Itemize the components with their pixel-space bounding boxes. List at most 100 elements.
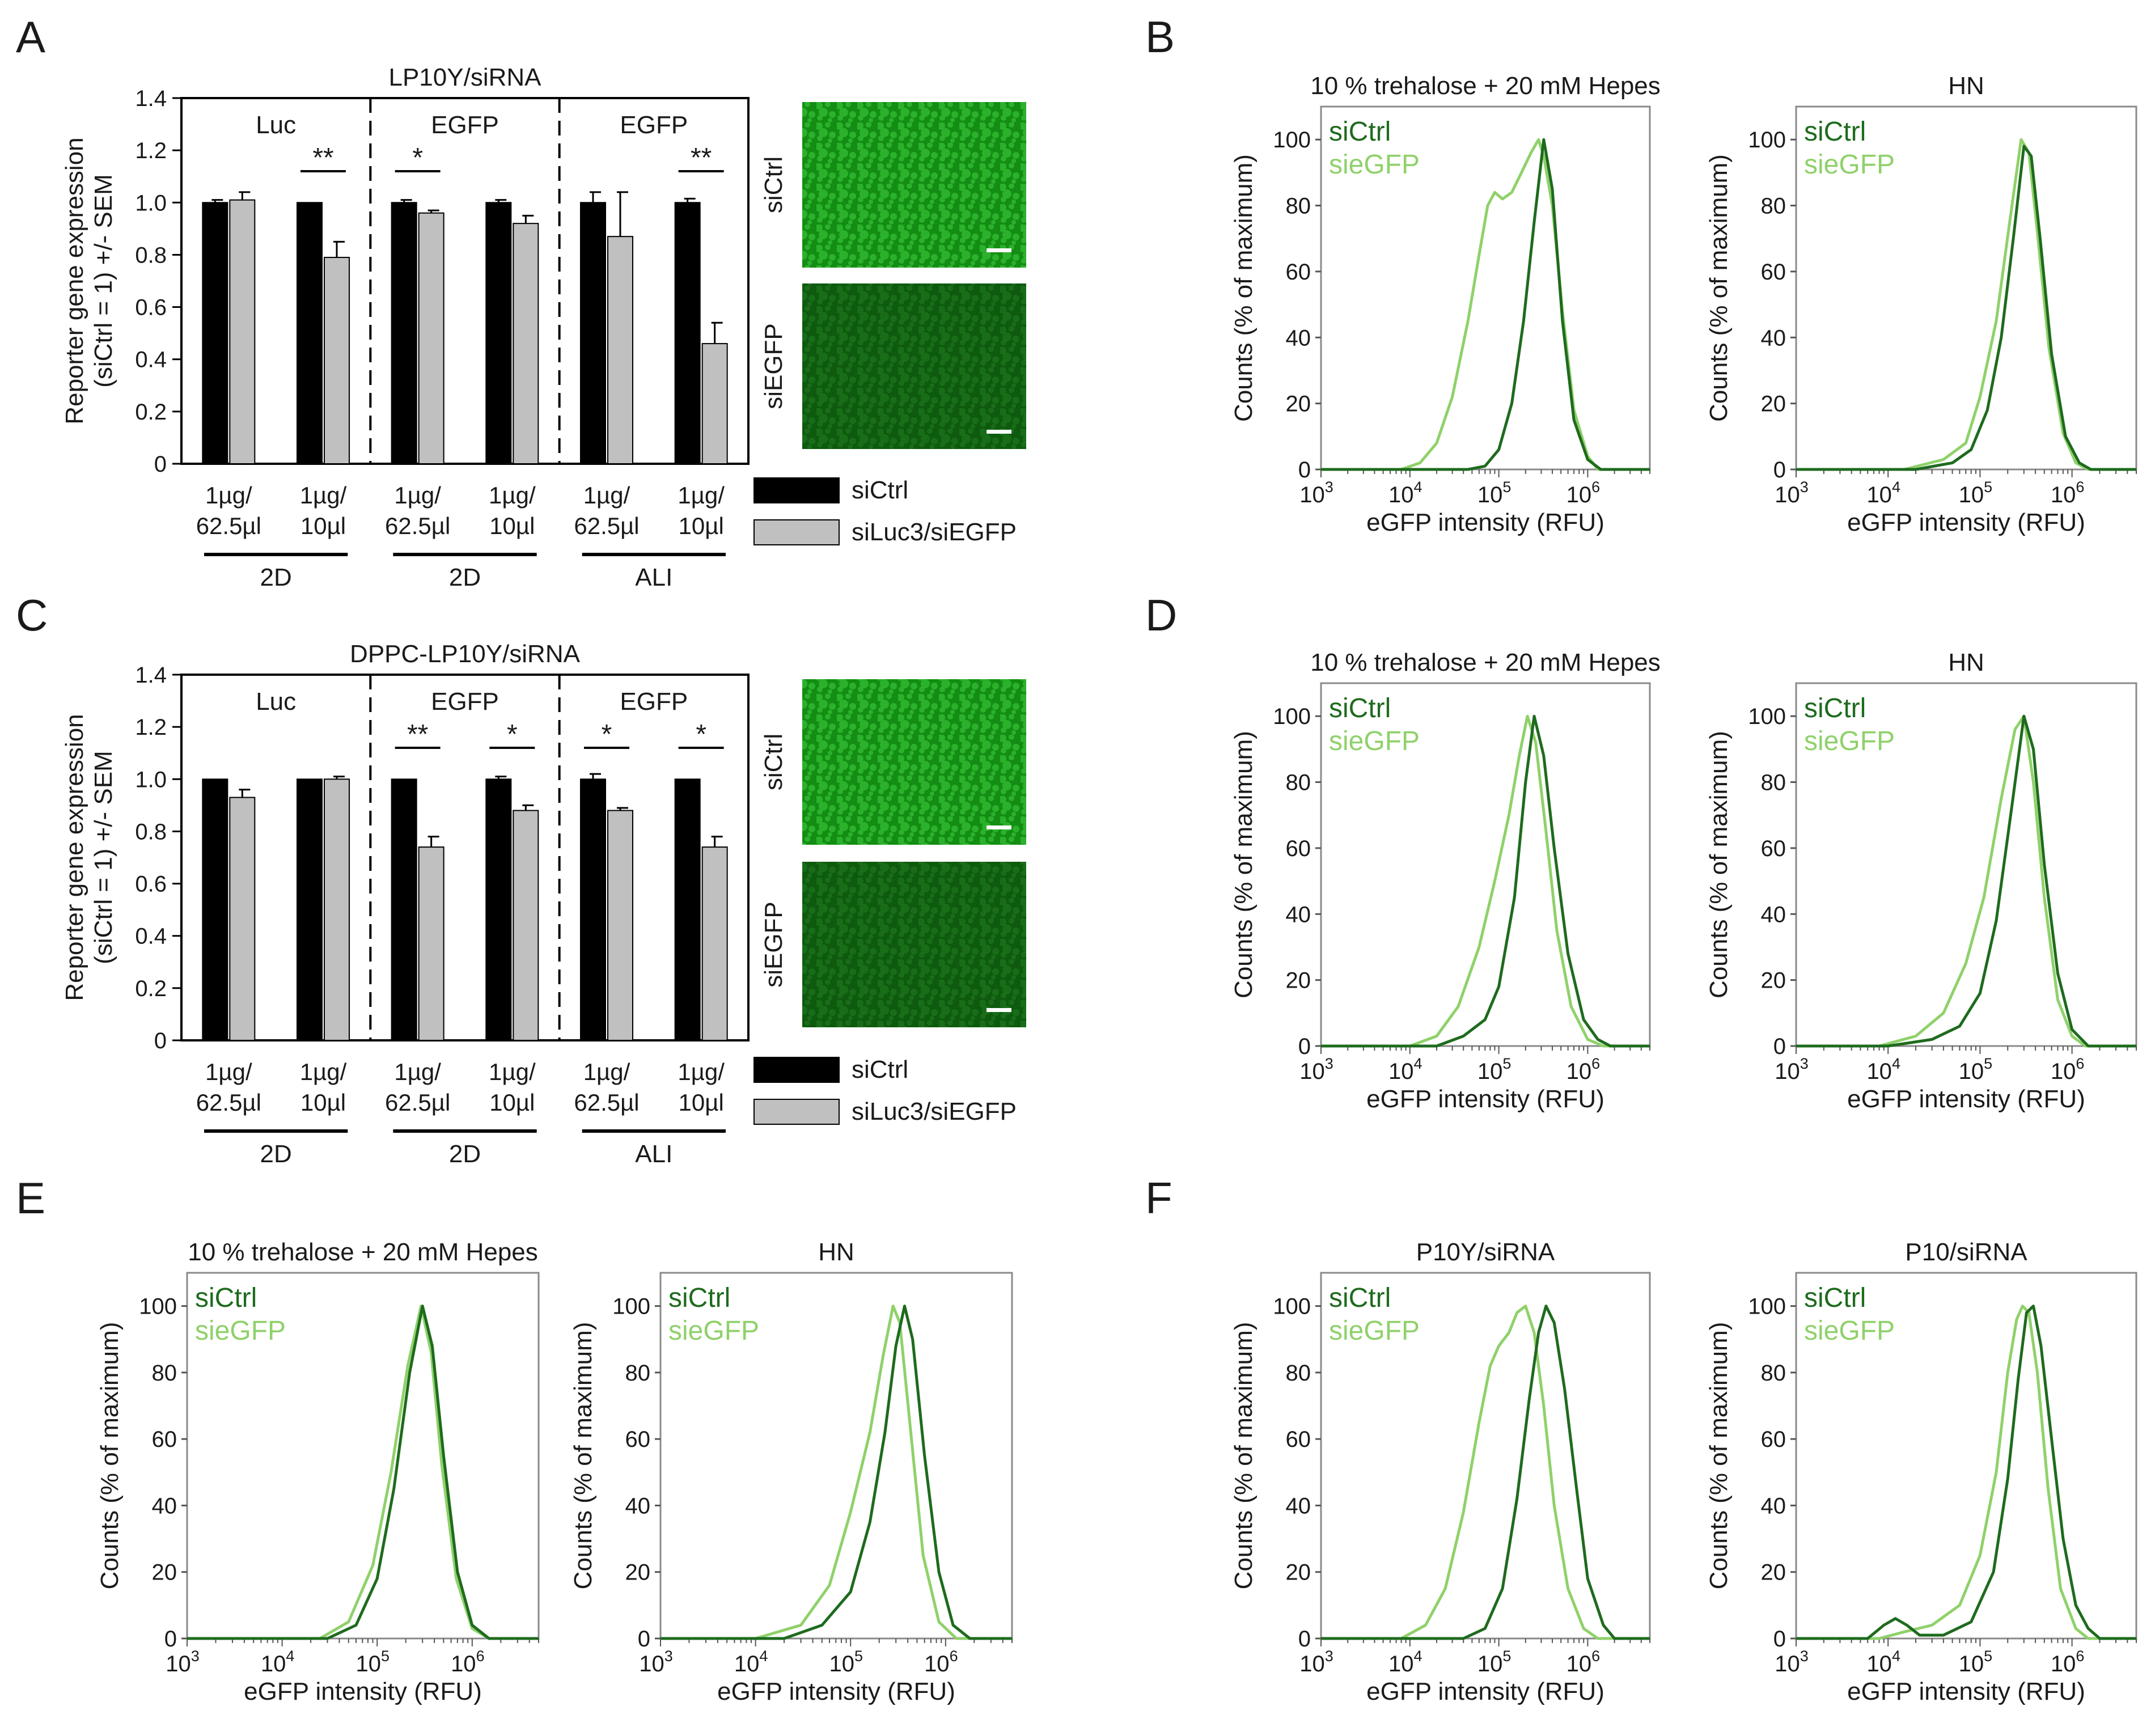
x-tick-exponent: 4 <box>1414 1055 1422 1072</box>
chart-title: 10 % trehalose + 20 mM Hepes <box>1310 649 1661 676</box>
chart-title: P10Y/siRNA <box>1416 1238 1555 1266</box>
scale-bar <box>987 430 1011 434</box>
x-tick-exponent: 4 <box>1892 479 1900 496</box>
category-label-line2: 10µl <box>300 1089 346 1116</box>
group-label: 2D <box>449 1140 481 1168</box>
y-axis-label: Counts (% of maximum) <box>1230 1322 1258 1590</box>
bar-sictrl <box>674 778 701 1041</box>
curve-sictrl <box>1321 1305 1650 1640</box>
x-tick-base: 10 <box>166 1652 191 1676</box>
x-tick-label: 105 <box>1477 479 1512 507</box>
y-tick-label: 80 <box>1761 194 1786 219</box>
y-tick-label: 0.2 <box>135 400 167 425</box>
y-tick-label: 20 <box>1286 392 1311 417</box>
bar-sictrl <box>580 202 606 464</box>
legend-label-sisirna: siLuc3/siEGFP <box>852 518 1017 546</box>
x-tick-label: 105 <box>1959 1648 1993 1676</box>
x-tick-label: 104 <box>1388 1648 1422 1676</box>
x-tick-exponent: 5 <box>1502 1648 1511 1665</box>
legend-label-sictrl: siCtrl <box>1804 1283 1866 1313</box>
legend-label-siegfp: sieGFP <box>1804 726 1895 756</box>
significance-marker: ** <box>407 719 428 750</box>
x-tick-exponent: 3 <box>1325 1648 1333 1665</box>
x-tick-exponent: 3 <box>664 1648 673 1665</box>
y-tick-label: 0 <box>154 452 167 477</box>
x-axis-label: eGFP intensity (RFU) <box>1366 1085 1604 1113</box>
legend-label-sictrl: siCtrl <box>852 1056 908 1083</box>
x-tick-base: 10 <box>1959 482 1984 507</box>
y-axis-label: Counts (% of maximum) <box>569 1322 597 1590</box>
legend-swatch-sictrl <box>753 477 840 503</box>
curve-siegfp <box>1321 714 1650 1048</box>
x-tick-label: 104 <box>1388 479 1422 507</box>
category-label-line1: 1µg/ <box>394 1058 441 1085</box>
y-tick-label: 0 <box>1298 458 1311 482</box>
x-tick-base: 10 <box>261 1652 286 1676</box>
x-tick-base: 10 <box>1477 1652 1503 1676</box>
y-tick-label: 0.2 <box>135 976 167 1001</box>
category-label-line2: 62.5µl <box>385 513 450 539</box>
scale-bar <box>987 825 1011 829</box>
x-tick-label: 105 <box>1477 1055 1512 1084</box>
bar-sictrl <box>391 778 417 1041</box>
section-header: EGFP <box>620 688 688 715</box>
x-tick-label: 103 <box>1775 1055 1809 1084</box>
y-tick-label: 40 <box>1761 325 1786 350</box>
x-tick-exponent: 3 <box>1325 479 1333 496</box>
x-tick-base: 10 <box>1775 482 1800 507</box>
x-tick-base: 10 <box>1388 1652 1414 1676</box>
histogram-b-0: 10 % trehalose + 20 mM Hepes 0 20 40 60 80 100… <box>1230 72 1661 536</box>
x-tick-label: 106 <box>2051 479 2085 507</box>
y-axis-label: Reporter gene expression(siCtrl = 1) +/-… <box>61 714 117 1001</box>
section-header: EGFP <box>431 688 499 715</box>
y-tick-label: 1.4 <box>135 86 167 111</box>
x-tick-base: 10 <box>355 1652 381 1676</box>
panel-label-f: F <box>1145 1173 1172 1223</box>
x-tick-label: 106 <box>1566 1648 1601 1676</box>
y-tick-label: 0.4 <box>135 348 167 372</box>
chart-title: P10/siRNA <box>1905 1238 2027 1266</box>
x-tick-base: 10 <box>924 1652 950 1676</box>
x-tick-exponent: 4 <box>759 1648 768 1665</box>
chart-title: HN <box>1948 72 1984 100</box>
chart-title: DPPC-LP10Y/siRNA <box>350 640 581 668</box>
category-label-line2: 10µl <box>679 1089 724 1116</box>
group-label: ALI <box>635 564 672 591</box>
bar-sictrl <box>202 202 228 464</box>
x-tick-base: 10 <box>2051 482 2076 507</box>
bar-sictrl <box>297 778 323 1041</box>
curve-siegfp <box>1321 138 1650 471</box>
x-tick-label: 105 <box>355 1648 389 1676</box>
section-header: EGFP <box>431 111 499 139</box>
y-axis-label-line: (siCtrl = 1) +/- SEM <box>90 174 117 388</box>
curve-siegfp <box>661 1305 1012 1640</box>
y-tick-label: 0 <box>1773 1034 1786 1059</box>
x-tick-base: 10 <box>1775 1652 1800 1676</box>
bar-chart-a: LP10Y/siRNA 0 0.2 0.4 0.6 0.8 1.0 1.2 1.4 Reporte… <box>61 63 1026 591</box>
scale-bar <box>987 248 1011 252</box>
x-tick-base: 10 <box>734 1652 760 1676</box>
x-tick-exponent: 6 <box>950 1648 958 1665</box>
x-tick-exponent: 4 <box>1892 1055 1900 1072</box>
x-tick-base: 10 <box>1388 1059 1414 1084</box>
legend-label-siegfp: sieGFP <box>1329 150 1420 180</box>
bar-sisirna <box>607 236 633 464</box>
curve-siegfp <box>1796 138 2136 471</box>
y-tick-label: 20 <box>1761 968 1786 993</box>
y-tick-label: 1.0 <box>135 767 167 792</box>
y-tick-label: 0 <box>1298 1034 1311 1059</box>
y-tick-label: 80 <box>1286 1361 1311 1386</box>
y-tick-label: 80 <box>625 1361 651 1386</box>
x-axis-label: eGFP intensity (RFU) <box>1366 509 1604 536</box>
y-tick-label: 20 <box>152 1560 177 1585</box>
panel-label-c: C <box>16 590 48 640</box>
chart-title: HN <box>818 1238 854 1266</box>
category-label-line2: 62.5µl <box>385 1089 450 1116</box>
micrograph-label: siEGFP <box>760 901 788 988</box>
category-label-line1: 1µg/ <box>583 1058 630 1085</box>
x-tick-label: 105 <box>1959 1055 1993 1084</box>
x-tick-exponent: 6 <box>2076 1055 2084 1072</box>
category-label-line2: 62.5µl <box>574 1089 639 1116</box>
x-tick-base: 10 <box>829 1652 854 1676</box>
